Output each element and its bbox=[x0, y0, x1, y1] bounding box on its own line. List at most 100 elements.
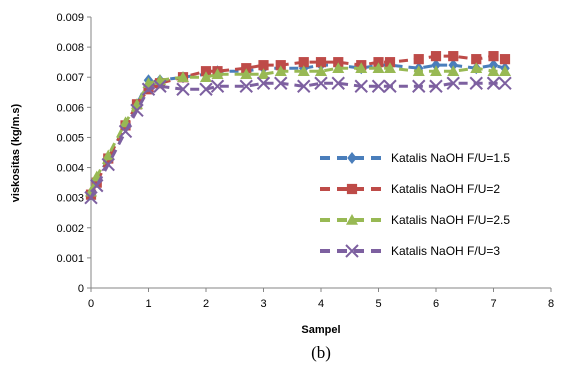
x-axis-label: Sampel bbox=[301, 324, 340, 336]
x-tick-label: 0 bbox=[88, 298, 94, 310]
x-tick-label: 6 bbox=[433, 298, 439, 310]
data-point bbox=[431, 59, 441, 72]
data-point bbox=[101, 157, 115, 172]
data-point bbox=[413, 54, 424, 65]
x-tick-label: 2 bbox=[203, 298, 209, 310]
data-point bbox=[486, 76, 501, 90]
data-point bbox=[275, 60, 286, 71]
data-point bbox=[372, 62, 385, 73]
legend: Katalis NaOH F/U=1.5 Katalis NaOH F/U=2 Ka… bbox=[320, 151, 510, 258]
data-point bbox=[448, 51, 459, 62]
legend-marker bbox=[346, 214, 358, 225]
y-tick-label: 0.007 bbox=[56, 72, 84, 84]
data-point bbox=[315, 57, 327, 68]
data-point bbox=[333, 57, 344, 68]
data-point bbox=[412, 65, 425, 76]
data-point bbox=[153, 79, 167, 93]
data-point bbox=[315, 65, 327, 76]
x-tick-label: 5 bbox=[375, 298, 381, 310]
y-tick-labels: 0 0.001 0.002 0.003 0.004 0.005 0.006 0.007 0.00… bbox=[56, 12, 91, 295]
data-point bbox=[102, 149, 115, 161]
data-point bbox=[499, 54, 511, 65]
y-tick-label: 0.003 bbox=[56, 193, 84, 205]
legend-marker bbox=[346, 183, 358, 195]
x-tick-label: 3 bbox=[260, 298, 266, 310]
data-point bbox=[211, 68, 224, 80]
series-4 bbox=[84, 76, 512, 205]
data-point bbox=[141, 82, 156, 96]
legend-item: Katalis NaOH F/U=1.5 bbox=[320, 151, 510, 165]
y-tick-label: 0.006 bbox=[56, 102, 84, 114]
data-point bbox=[384, 62, 396, 73]
data-point bbox=[371, 79, 386, 93]
data-point bbox=[176, 82, 190, 96]
x-tick-label: 7 bbox=[490, 298, 496, 310]
data-point bbox=[257, 68, 270, 80]
legend-marker bbox=[345, 244, 359, 258]
legend-item: Katalis NaOH F/U=2 bbox=[320, 182, 500, 196]
data-point bbox=[448, 59, 459, 72]
data-point bbox=[446, 76, 460, 90]
data-point bbox=[430, 51, 442, 62]
data-point bbox=[384, 57, 396, 68]
data-point bbox=[130, 103, 144, 118]
data-point bbox=[373, 57, 384, 68]
y-tick-label: 0.005 bbox=[56, 132, 84, 144]
data-point bbox=[118, 124, 133, 139]
legend-label: Katalis NaOH F/U=1.5 bbox=[391, 151, 510, 165]
data-points bbox=[84, 51, 512, 205]
data-point bbox=[470, 62, 483, 73]
y-tick-label: 0.001 bbox=[56, 253, 84, 265]
data-point bbox=[354, 79, 368, 93]
data-point bbox=[488, 51, 499, 62]
data-point bbox=[200, 71, 212, 83]
x-tick-label: 8 bbox=[548, 298, 554, 310]
data-point bbox=[488, 59, 499, 72]
data-point bbox=[200, 66, 212, 77]
legend-label: Katalis NaOH F/U=3 bbox=[391, 244, 500, 258]
series-3 bbox=[85, 62, 511, 197]
data-point bbox=[297, 79, 311, 93]
data-point bbox=[258, 60, 269, 71]
data-point bbox=[469, 76, 483, 90]
data-point bbox=[274, 76, 288, 90]
y-tick-label: 0.004 bbox=[56, 163, 84, 175]
data-point bbox=[240, 68, 253, 80]
data-point bbox=[199, 82, 213, 96]
data-point bbox=[210, 79, 225, 93]
y-tick-label: 0.009 bbox=[56, 12, 84, 24]
series-2 bbox=[85, 51, 511, 200]
figure-caption: (b) bbox=[311, 343, 331, 362]
series-line bbox=[89, 54, 506, 196]
legend-marker bbox=[347, 152, 357, 164]
x-tick-label: 4 bbox=[318, 298, 324, 310]
x-tick-labels: 0 1 2 3 4 5 6 7 8 bbox=[88, 288, 554, 310]
data-point bbox=[241, 63, 252, 74]
data-point bbox=[298, 57, 309, 68]
data-point bbox=[90, 178, 104, 193]
data-point bbox=[471, 54, 482, 65]
data-point bbox=[84, 190, 98, 205]
y-tick-label: 0.008 bbox=[56, 42, 84, 54]
data-point bbox=[331, 76, 345, 90]
data-point bbox=[297, 65, 310, 76]
data-point bbox=[447, 65, 460, 76]
data-point bbox=[487, 65, 500, 76]
data-point bbox=[177, 71, 189, 83]
legend-item: Katalis NaOH F/U=3 bbox=[320, 244, 500, 258]
series-line bbox=[89, 81, 505, 199]
legend-item: Katalis NaOH F/U=2.5 bbox=[320, 213, 510, 227]
data-point bbox=[429, 79, 443, 93]
data-point bbox=[498, 76, 512, 90]
data-point bbox=[412, 79, 426, 93]
data-point bbox=[256, 76, 271, 90]
data-point bbox=[314, 76, 328, 90]
y-tick-label: 0.002 bbox=[56, 223, 84, 235]
data-point bbox=[383, 79, 397, 93]
legend-label: Katalis NaOH F/U=2 bbox=[391, 182, 500, 196]
legend-label: Katalis NaOH F/U=2.5 bbox=[391, 213, 510, 227]
data-point bbox=[239, 79, 253, 93]
y-axis-label: viskositas (kg/m.s) bbox=[10, 103, 22, 202]
x-tick-label: 1 bbox=[145, 298, 151, 310]
